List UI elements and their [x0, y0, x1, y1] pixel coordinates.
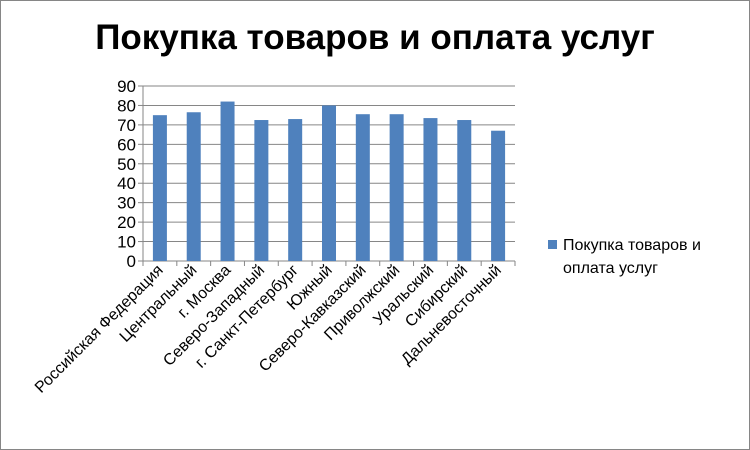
y-tick-label: 80 [117, 96, 136, 115]
legend-series-label: Покупка товаров и оплата услуг [563, 237, 701, 277]
bar [491, 130, 506, 261]
bar [220, 101, 235, 261]
y-tick-label: 70 [117, 116, 136, 135]
y-tick-label: 20 [117, 213, 136, 232]
bar [355, 114, 370, 261]
y-tick-label: 40 [117, 174, 136, 193]
axes [138, 85, 516, 266]
bar [322, 105, 336, 261]
y-tick-label: 50 [117, 155, 136, 174]
y-tick-label: 30 [117, 194, 136, 213]
legend-swatch [548, 240, 557, 249]
bar [288, 119, 303, 261]
y-tick-label: 10 [117, 233, 136, 252]
bar [186, 112, 201, 261]
y-tick-label: 90 [117, 77, 136, 96]
bars [152, 101, 506, 262]
y-tick-label: 60 [117, 135, 136, 154]
bar [254, 120, 269, 262]
bar [457, 120, 472, 262]
bar [152, 115, 167, 262]
chart-title: Покупка товаров и оплата услуг [95, 18, 655, 57]
bar [423, 118, 438, 261]
y-tick-label: 0 [127, 252, 136, 271]
x-tick-label: Российская Федерация [32, 262, 167, 397]
bar [389, 114, 404, 261]
